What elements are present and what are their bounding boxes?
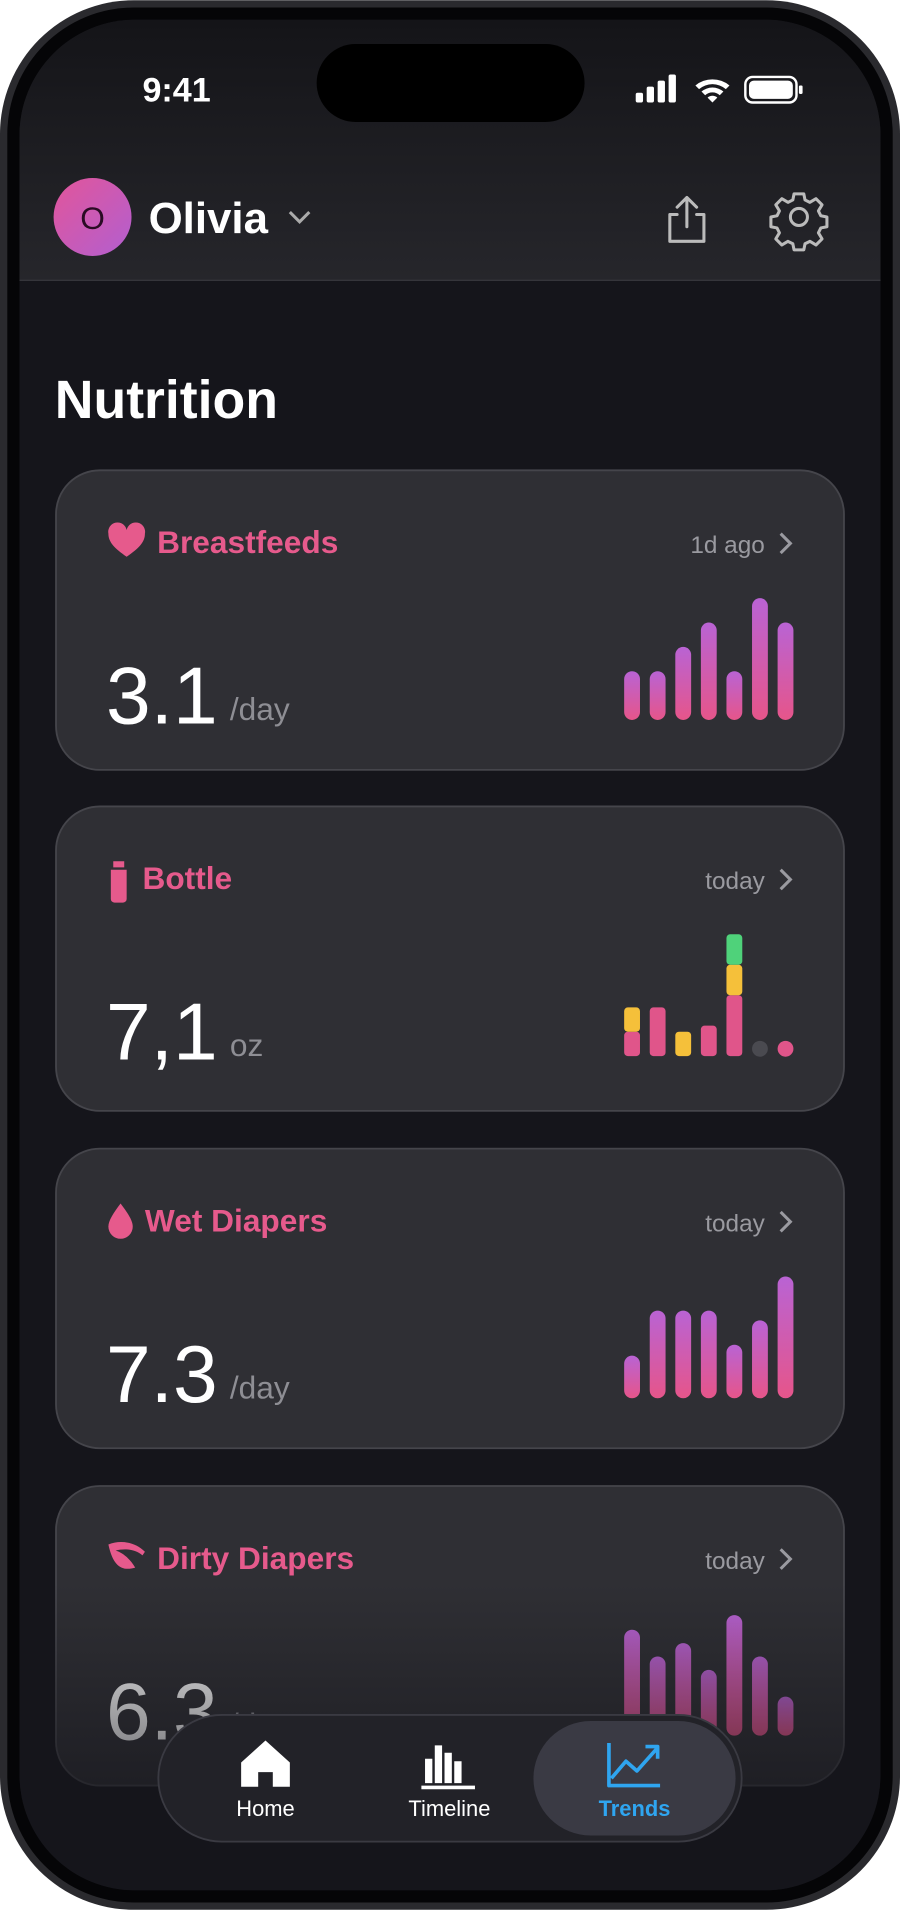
sparkline-bar: [752, 1320, 768, 1399]
card-icon: [108, 522, 146, 557]
card-time: 1d ago: [690, 532, 764, 559]
card-chevron: [779, 868, 793, 891]
sparkline-segment: [649, 1007, 666, 1057]
card[interactable]: Wet Diapers today 7.3/day: [55, 1147, 845, 1450]
card-value: 7.3: [106, 1330, 218, 1420]
sparkline-segment: [726, 964, 743, 996]
sparkline-bar: [777, 622, 794, 720]
sparkline-bar: [649, 1310, 666, 1399]
sparkline-bar: [777, 1276, 794, 1399]
avatar[interactable]: [53, 178, 132, 256]
card-value: 7,1: [106, 988, 218, 1078]
sparkline-bar: [624, 671, 640, 720]
card-icon: [110, 861, 127, 903]
sparkline-bar: [726, 1344, 743, 1399]
tab-icon: [607, 1742, 661, 1788]
sparkline-bar: [726, 671, 743, 720]
sparkline-bar: [675, 1310, 692, 1399]
settings-button[interactable]: [769, 192, 829, 252]
card-unit: /day: [230, 1369, 290, 1405]
profile-name[interactable]: Olivia: [149, 194, 269, 243]
tab-label: Home: [236, 1796, 294, 1821]
sparkline-bar: [700, 1310, 717, 1399]
sparkline-dot: [752, 1040, 768, 1057]
avatar-initial: O: [80, 200, 105, 236]
card-time: today: [705, 1210, 765, 1237]
card-title: Bottle: [142, 860, 232, 896]
card-unit: oz: [230, 1027, 263, 1063]
card-title: Dirty Diapers: [157, 1540, 354, 1576]
card-title: Breastfeeds: [157, 524, 338, 560]
sparkline-bar: [649, 671, 666, 720]
card-bg: [55, 469, 845, 771]
tab-item[interactable]: Trends: [533, 1721, 736, 1836]
card-bg: [55, 1147, 845, 1450]
dropdown-chevron[interactable]: [288, 211, 311, 224]
card[interactable]: Bottle today 7,1 oz: [55, 805, 845, 1112]
tab-icon: [421, 1745, 475, 1790]
sparkline-segment: [700, 1025, 717, 1057]
dynamic-island: [316, 44, 585, 122]
sparkline-bar: [675, 646, 692, 720]
sparkline-bar: [700, 622, 717, 720]
sparkline-segment: [726, 995, 743, 1057]
tab-label: Trends: [599, 1796, 671, 1821]
card-title: Wet Diapers: [145, 1202, 327, 1238]
status-time: 9:41: [142, 71, 210, 109]
card-icon: [108, 1203, 133, 1239]
sparkline-bar: [752, 598, 768, 720]
sparkline-dot: [777, 1040, 794, 1057]
share-button[interactable]: [668, 195, 706, 243]
card-chevron: [779, 1548, 793, 1570]
sparkline-segment: [675, 1031, 692, 1057]
card-unit: /day: [230, 691, 290, 727]
card-bg: [55, 805, 845, 1112]
tab-icon: [241, 1740, 290, 1787]
card-time: today: [705, 1548, 765, 1575]
sparkline-bar: [624, 1355, 640, 1399]
card[interactable]: Breastfeeds 1d ago 3.1/day: [55, 469, 845, 771]
status-icons: [635, 74, 803, 104]
tab-active-bg: [533, 1721, 736, 1836]
card-value: 3.1: [106, 652, 218, 742]
tab-item[interactable]: Timeline: [408, 1745, 490, 1821]
tab-item[interactable]: Home: [236, 1740, 295, 1822]
tab-label: Timeline: [408, 1796, 490, 1821]
sparkline-segment: [624, 1031, 640, 1057]
card-icon: [108, 1542, 145, 1569]
sparkline-segment: [726, 934, 743, 965]
card-time: today: [705, 868, 765, 895]
sparkline-segment: [624, 1007, 640, 1032]
card-chevron: [779, 1210, 793, 1233]
section-title: Nutrition: [55, 370, 278, 430]
card-chevron: [779, 532, 793, 555]
